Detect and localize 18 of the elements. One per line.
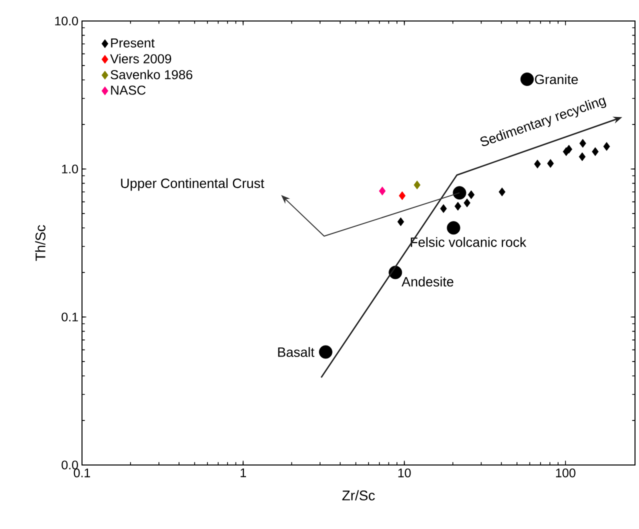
y-tick-label: 1.0 — [62, 164, 78, 174]
annotation: Granite — [534, 74, 578, 84]
annotation: Andesite — [402, 276, 454, 287]
legend-label: Savenko 1986 — [110, 70, 192, 80]
x-tick-label: 1 — [240, 468, 246, 478]
y-axis-title: Th/Sc — [35, 225, 46, 261]
x-tick-label: 10 — [398, 468, 411, 478]
x-tick-label: 0.1 — [74, 468, 90, 478]
legend-label: Present — [111, 38, 155, 48]
y-tick-label: 0.1 — [62, 312, 78, 322]
legend-label: Viers 2009 — [110, 54, 172, 64]
x-tick-label: 100 — [556, 468, 576, 478]
x-axis-title: Zr/Sc — [342, 490, 375, 500]
annotation: Basalt — [278, 347, 314, 357]
annotation: Upper Continental Crust — [121, 178, 264, 191]
y-tick-label: 10.0 — [55, 16, 78, 26]
legend-label: NASC — [111, 86, 146, 95]
y-tick-label: 0.0 — [62, 460, 78, 470]
